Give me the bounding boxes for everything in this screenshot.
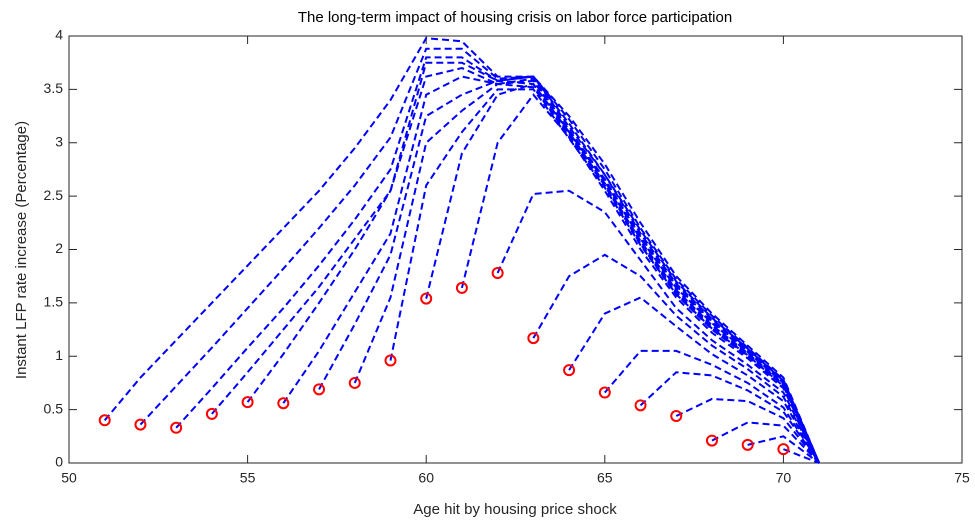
series-line (282, 75, 821, 464)
x-tick-label: 75 (954, 470, 970, 486)
y-tick-label: 2.5 (44, 187, 64, 203)
start-marker (277, 397, 290, 410)
y-tick-label: 3.5 (44, 80, 64, 96)
y-axis-label: Instant LFP rate increase (Percentage) (13, 121, 30, 379)
series-line (103, 37, 821, 464)
series-line (675, 397, 820, 464)
start-marker (563, 364, 576, 377)
series-line (747, 435, 820, 464)
series-line (783, 448, 820, 464)
y-tick-label: 0 (55, 454, 63, 470)
start-marker (170, 421, 183, 434)
y-tick-label: 1.5 (44, 294, 64, 310)
start-marker (348, 376, 361, 389)
series-line (639, 371, 820, 464)
start-marker (670, 410, 683, 423)
y-tick-label: 1 (55, 347, 63, 363)
start-marker (241, 396, 254, 409)
start-marker (313, 383, 326, 396)
series-line (353, 83, 821, 464)
start-marker (491, 266, 504, 279)
start-marker (598, 386, 611, 399)
series-line (318, 79, 821, 464)
x-tick-label: 65 (597, 470, 613, 486)
start-marker (384, 354, 397, 367)
start-marker (527, 332, 540, 345)
x-tick-label: 60 (418, 470, 434, 486)
x-tick-label: 55 (240, 470, 256, 486)
start-marker (777, 443, 790, 456)
start-marker (420, 292, 433, 305)
start-marker (134, 418, 147, 431)
series-line (496, 189, 821, 464)
start-marker (705, 434, 718, 447)
y-tick-label: 4 (55, 27, 63, 43)
start-marker (741, 438, 754, 451)
series-line (604, 349, 820, 464)
x-tick-label: 70 (776, 470, 792, 486)
series-line (711, 421, 820, 464)
series-line (211, 61, 821, 464)
x-tick-label: 50 (61, 470, 77, 486)
series-line (246, 66, 821, 464)
start-marker (634, 399, 647, 412)
start-marker (455, 281, 468, 294)
series-line (139, 47, 821, 464)
start-marker (205, 407, 218, 420)
y-tick-label: 0.5 (44, 400, 64, 416)
start-marker (98, 414, 111, 427)
chart-title: The long-term impact of housing crisis o… (298, 9, 732, 26)
series-line (425, 82, 821, 464)
series-line (460, 93, 821, 464)
x-axis-label: Age hit by housing price shock (413, 501, 617, 518)
series-line (389, 88, 821, 464)
y-tick-label: 3 (55, 133, 63, 149)
series-line (568, 296, 820, 464)
y-tick-label: 2 (55, 240, 63, 256)
